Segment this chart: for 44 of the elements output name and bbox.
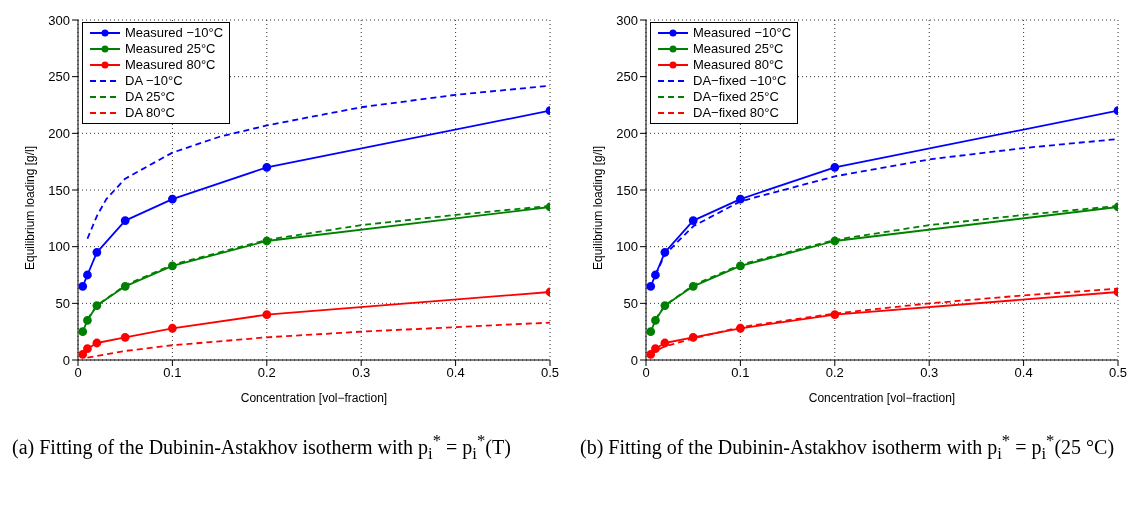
y-tick-label: 250: [48, 69, 70, 85]
y-tick-label: 50: [55, 295, 70, 311]
y-tick-label: 100: [48, 239, 70, 255]
x-tick-label: 0.4: [446, 365, 465, 381]
legend-label: Measured 25°C: [125, 41, 216, 57]
x-axis-title: Concentration [vol−fraction]: [808, 391, 956, 405]
legend-label: DA−fixed 25°C: [693, 89, 779, 105]
legend-label: Measured −10°C: [693, 25, 792, 41]
y-tick-label: 100: [616, 239, 638, 255]
x-tick-label: 0: [642, 365, 650, 381]
y-tick-label: 200: [616, 125, 638, 141]
legend-label: DA−fixed −10°C: [693, 73, 787, 89]
x-tick-label: 0.2: [257, 365, 276, 381]
legend-label: DA 80°C: [125, 105, 176, 121]
x-axis-title: Concentration [vol−fraction]: [240, 391, 388, 405]
legend-label: Measured −10°C: [125, 25, 224, 41]
legend-label: DA −10°C: [125, 73, 183, 89]
y-tick-label: 150: [48, 182, 70, 198]
text: (a) Fitting of the Dubinin-Astakhov isotherm with p$_{i}$$^{*}$ = p$_{i}$$^{*}$(T): [11, 430, 512, 465]
x-tick-label: 0.5: [540, 365, 560, 381]
x-tick-label: 0.5: [1108, 365, 1128, 381]
y-tick-label: 200: [48, 125, 70, 141]
x-tick-label: 0: [74, 365, 82, 381]
legend-label: DA 25°C: [125, 89, 176, 105]
y-tick-label: 300: [616, 12, 638, 28]
legend-label: Measured 25°C: [693, 41, 784, 57]
x-tick-label: 0.1: [731, 365, 750, 381]
legend-label: Measured 80°C: [693, 57, 784, 73]
x-tick-label: 0.1: [163, 365, 182, 381]
y-tick-label: 250: [616, 69, 638, 85]
y-tick-label: 0: [630, 352, 638, 368]
x-tick-label: 0.3: [920, 365, 939, 381]
y-tick-label: 150: [616, 182, 638, 198]
legend-label: DA−fixed 80°C: [693, 105, 779, 121]
y-tick-label: 300: [48, 12, 70, 28]
y-tick-label: 50: [623, 295, 638, 311]
text: (b) Fitting of the Dubinin-Astakhov isotherm with p$_{i}$$^{*}$ = p$_{i}$$^{*}$(25 °C): [579, 430, 1116, 465]
x-tick-label: 0.4: [1014, 365, 1033, 381]
y-axis-title: Equilibrium loading [g/l]: [591, 145, 606, 270]
x-tick-label: 0.2: [825, 365, 844, 381]
legend-label: Measured 80°C: [125, 57, 216, 73]
y-tick-label: 0: [62, 352, 70, 368]
y-axis-title: Equilibrium loading [g/l]: [23, 145, 38, 270]
x-tick-label: 0.3: [352, 365, 371, 381]
